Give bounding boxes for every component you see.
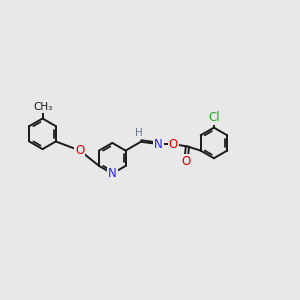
Text: O: O <box>181 155 190 168</box>
Text: O: O <box>169 138 178 151</box>
Text: Cl: Cl <box>208 111 220 124</box>
Text: CH₃: CH₃ <box>33 102 52 112</box>
Text: N: N <box>108 167 117 180</box>
Text: H: H <box>135 128 142 138</box>
Text: N: N <box>154 138 163 151</box>
Text: O: O <box>75 144 85 157</box>
